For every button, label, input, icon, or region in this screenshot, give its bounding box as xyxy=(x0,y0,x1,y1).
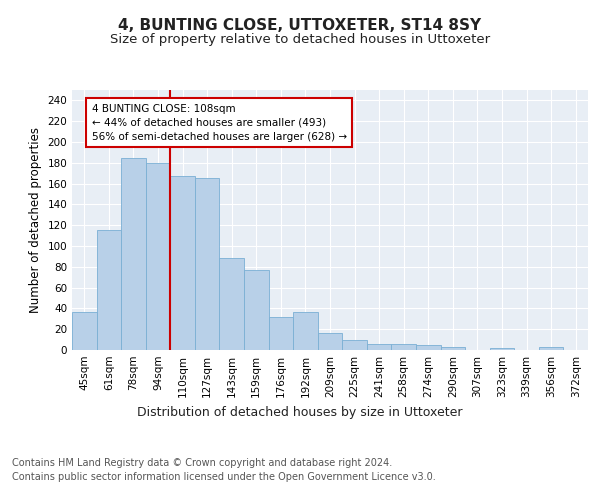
Bar xyxy=(391,344,416,350)
Bar xyxy=(440,347,465,350)
Bar xyxy=(318,334,342,350)
Text: 4, BUNTING CLOSE, UTTOXETER, ST14 8SY: 4, BUNTING CLOSE, UTTOXETER, ST14 8SY xyxy=(118,18,482,32)
Text: Contains public sector information licensed under the Open Government Licence v3: Contains public sector information licen… xyxy=(12,472,436,482)
Bar xyxy=(490,348,514,350)
Bar xyxy=(416,345,440,350)
Bar xyxy=(539,347,563,350)
Text: Size of property relative to detached houses in Uttoxeter: Size of property relative to detached ho… xyxy=(110,32,490,46)
Text: 4 BUNTING CLOSE: 108sqm
← 44% of detached houses are smaller (493)
56% of semi-d: 4 BUNTING CLOSE: 108sqm ← 44% of detache… xyxy=(92,104,347,142)
Bar xyxy=(170,176,195,350)
Bar xyxy=(195,178,220,350)
Bar xyxy=(97,230,121,350)
Text: Distribution of detached houses by size in Uttoxeter: Distribution of detached houses by size … xyxy=(137,406,463,419)
Y-axis label: Number of detached properties: Number of detached properties xyxy=(29,127,42,313)
Bar xyxy=(293,312,318,350)
Text: Contains HM Land Registry data © Crown copyright and database right 2024.: Contains HM Land Registry data © Crown c… xyxy=(12,458,392,468)
Bar xyxy=(220,258,244,350)
Bar xyxy=(121,158,146,350)
Bar xyxy=(244,270,269,350)
Bar xyxy=(146,163,170,350)
Bar xyxy=(342,340,367,350)
Bar xyxy=(367,344,391,350)
Bar xyxy=(72,312,97,350)
Bar xyxy=(269,316,293,350)
